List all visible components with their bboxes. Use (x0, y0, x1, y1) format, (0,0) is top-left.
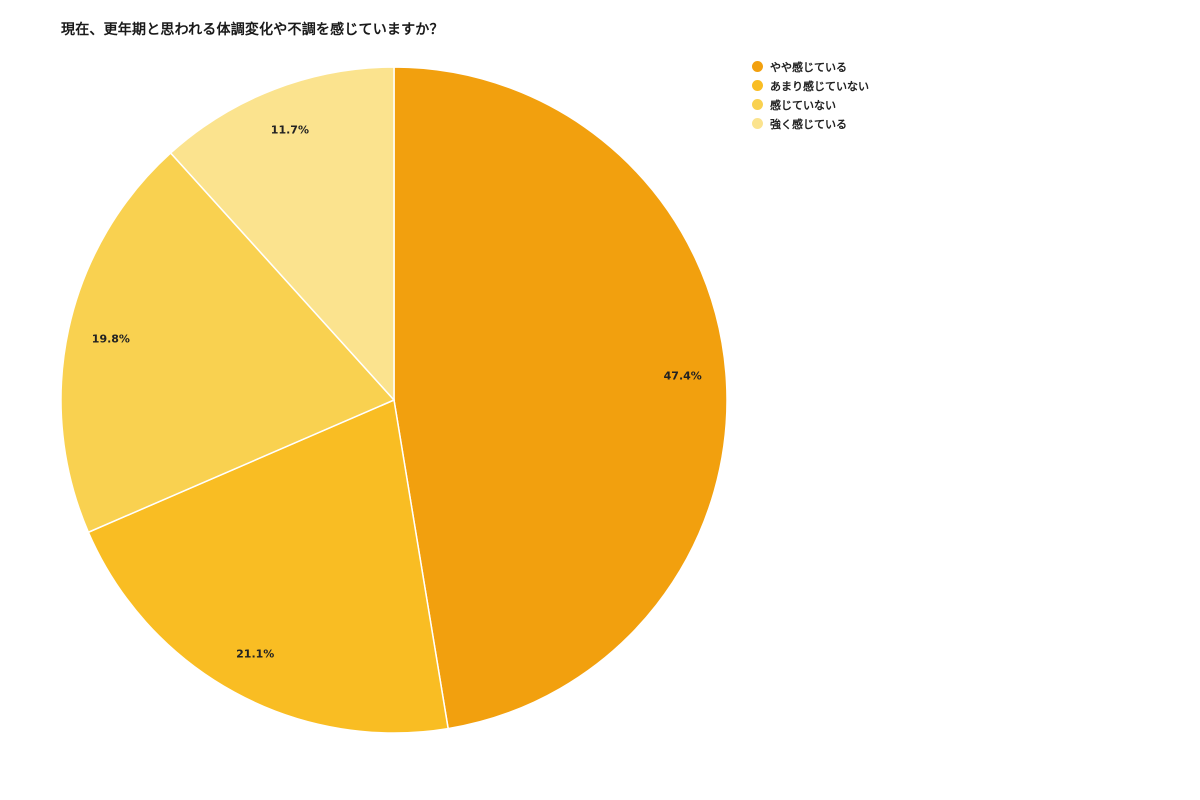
legend-swatch-icon (752, 99, 763, 110)
pie-slice (169, 66, 395, 402)
legend-label: やや感じている (770, 60, 847, 74)
slice-label: 11.7% (270, 123, 309, 137)
pie-slice (60, 151, 396, 534)
legend-swatch-icon (752, 61, 763, 72)
legend-swatch-icon (752, 80, 763, 91)
legend-label: 強く感じている (770, 117, 847, 131)
legend-label: あまり感じていない (770, 79, 869, 93)
slice-label: 47.4% (663, 369, 702, 383)
pie-slice (393, 66, 728, 730)
pie-slice (87, 398, 450, 734)
slice-label: 21.1% (236, 647, 275, 661)
legend-label: 感じていない (770, 98, 836, 112)
legend-item: 感じていない (752, 95, 869, 114)
slice-label: 19.8% (91, 332, 130, 346)
legend-swatch-icon (752, 118, 763, 129)
legend: やや感じている あまり感じていない 感じていない 強く感じている (752, 57, 869, 133)
legend-item: あまり感じていない (752, 76, 869, 95)
legend-item: やや感じている (752, 57, 869, 76)
chart-title: 現在、更年期と思われる体調変化や不調を感じていますか？ (61, 22, 444, 38)
legend-item: 強く感じている (752, 114, 869, 133)
